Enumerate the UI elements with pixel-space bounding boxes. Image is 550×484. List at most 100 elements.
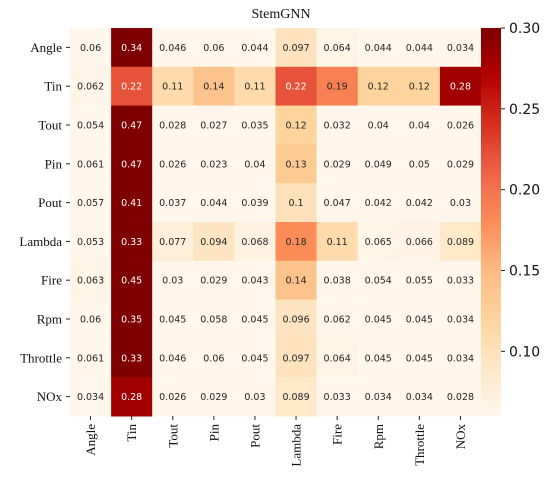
heatmap-cell xyxy=(234,260,276,301)
cell-value-label: 0.045 xyxy=(159,315,186,326)
heatmap-cell xyxy=(111,105,153,145)
heatmap-cell xyxy=(70,377,112,417)
column-label: Tin xyxy=(124,424,139,442)
column-label: Angle xyxy=(83,424,98,456)
heatmap-cell xyxy=(152,28,194,68)
heatmap-cell xyxy=(111,66,153,107)
column-label: Fire xyxy=(330,424,345,445)
cell-value-label: 0.057 xyxy=(77,198,104,209)
cell-value-label: 0.029 xyxy=(200,392,227,403)
column-label: Throttle xyxy=(412,424,427,466)
heatmap-cell xyxy=(275,299,318,339)
cell-value-label: 0.044 xyxy=(241,43,268,54)
heatmap-cell xyxy=(234,105,276,145)
cell-value-label: 0.062 xyxy=(77,82,104,93)
cell-value-label: 0.06 xyxy=(203,353,224,364)
heatmap-cell xyxy=(439,144,482,184)
heatmap-cell xyxy=(234,222,276,262)
heatmap-cell xyxy=(316,144,359,184)
heatmap-cell xyxy=(398,183,441,223)
heatmap-cell xyxy=(193,338,235,378)
cell-value-label: 0.045 xyxy=(241,315,268,326)
heatmap-cell xyxy=(439,105,482,145)
cell-value-label: 0.043 xyxy=(241,276,268,287)
cell-value-label: 0.046 xyxy=(159,43,186,54)
heatmap-cell xyxy=(398,377,441,417)
colorbar-tick-label: 0.15 xyxy=(509,264,540,280)
heatmap-cell xyxy=(193,377,235,417)
cell-value-label: 0.034 xyxy=(365,392,392,403)
colorbar-tick-label: 0.25 xyxy=(509,102,540,118)
cell-value-label: 0.045 xyxy=(406,353,433,364)
heatmap-cell xyxy=(111,338,153,378)
cell-value-label: 0.34 xyxy=(121,43,142,54)
heatmap-cell xyxy=(398,105,441,145)
cell-value-label: 0.1 xyxy=(288,198,303,209)
cell-value-label: 0.028 xyxy=(447,392,474,403)
cell-value-label: 0.034 xyxy=(447,43,474,54)
row-label: NOx xyxy=(37,389,63,404)
heatmap-cell xyxy=(439,66,482,107)
heatmap-cell xyxy=(357,144,400,184)
cell-value-label: 0.097 xyxy=(282,43,309,54)
heatmap-cell xyxy=(398,144,441,184)
heatmap-cell xyxy=(111,377,153,417)
cell-value-label: 0.089 xyxy=(282,392,309,403)
cell-value-label: 0.04 xyxy=(368,121,389,132)
heatmap-cell xyxy=(234,299,276,339)
column-labels: Angle Tin Tout Pin Pout Lambda Fire Rpm Throttle… xyxy=(83,416,468,467)
column-label: Tout xyxy=(165,424,180,448)
heatmap-cell xyxy=(275,338,318,378)
colorbar-tick-label: 0.10 xyxy=(509,344,540,360)
heatmap-cell xyxy=(70,222,112,262)
cell-value-label: 0.068 xyxy=(241,237,268,248)
heatmap-cell xyxy=(398,28,441,68)
heatmap-cell xyxy=(275,260,318,301)
cell-value-label: 0.026 xyxy=(159,159,186,170)
cell-value-label: 0.034 xyxy=(447,315,474,326)
cell-value-label: 0.11 xyxy=(327,237,348,248)
cell-value-label: 0.042 xyxy=(365,198,392,209)
cell-value-label: 0.028 xyxy=(159,121,186,132)
cell-value-label: 0.047 xyxy=(324,198,351,209)
cell-value-label: 0.41 xyxy=(121,198,142,209)
cell-value-label: 0.28 xyxy=(450,82,471,93)
heatmap-cell xyxy=(70,183,112,223)
heatmap-cell xyxy=(70,105,112,145)
heatmap-cell xyxy=(316,260,359,301)
cell-value-label: 0.042 xyxy=(406,198,433,209)
heatmap-cell xyxy=(398,222,441,262)
heatmap-cell xyxy=(193,183,235,223)
colorbar-tick-label: 0.20 xyxy=(509,183,540,199)
heatmap-cell xyxy=(193,299,235,339)
heatmap-cell xyxy=(398,66,441,107)
heatmap-cell xyxy=(357,260,400,301)
cell-value-label: 0.18 xyxy=(285,237,306,248)
heatmap-cells xyxy=(70,28,482,417)
cell-value-label: 0.28 xyxy=(121,392,142,403)
cell-value-label: 0.046 xyxy=(159,353,186,364)
cell-value-label: 0.04 xyxy=(244,159,265,170)
heatmap-cell xyxy=(316,28,359,68)
heatmap-cell xyxy=(316,222,359,262)
cell-value-label: 0.058 xyxy=(200,315,227,326)
heatmap-cell xyxy=(234,144,276,184)
heatmap-cell xyxy=(111,299,153,339)
row-label: Pin xyxy=(45,156,63,171)
heatmap-cell xyxy=(357,222,400,262)
cell-value-label: 0.14 xyxy=(203,82,224,93)
colorbar-tick-label: 0.30 xyxy=(509,21,540,37)
heatmap-cell xyxy=(234,28,276,68)
column-label: NOx xyxy=(453,424,468,450)
cell-value-label: 0.044 xyxy=(365,43,392,54)
cell-value-label: 0.35 xyxy=(121,315,142,326)
cell-value-label: 0.045 xyxy=(406,315,433,326)
heatmap-cell xyxy=(439,183,482,223)
heatmap-cell xyxy=(275,66,318,107)
heatmap-cell xyxy=(439,299,482,339)
row-label: Lambda xyxy=(19,234,62,249)
heatmap-cell xyxy=(152,66,194,107)
heatmap-cell xyxy=(275,377,318,417)
cell-value-label: 0.045 xyxy=(365,315,392,326)
cell-value-label: 0.049 xyxy=(365,159,392,170)
